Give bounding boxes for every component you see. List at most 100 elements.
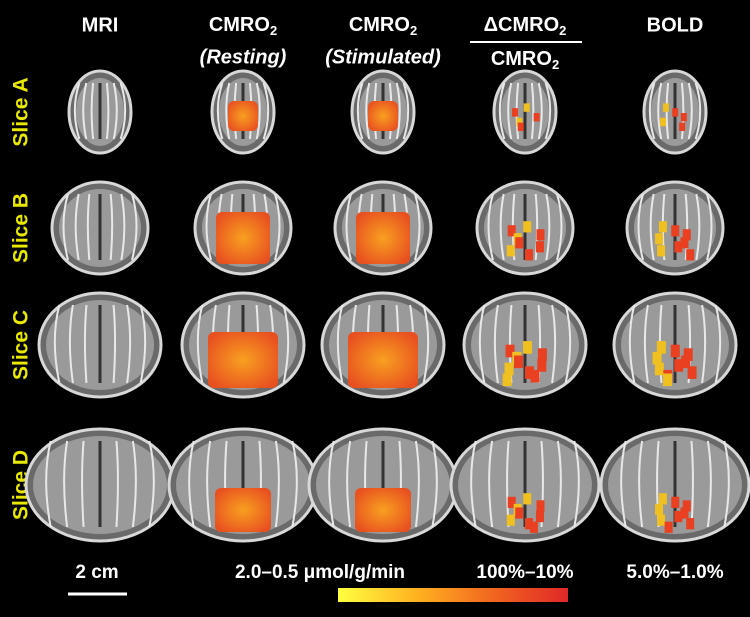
sulcus (74, 193, 80, 261)
sulcus (414, 440, 420, 528)
row-label: Slice C (10, 310, 33, 380)
sulcus (131, 440, 137, 528)
subscript: 2 (552, 57, 559, 72)
activation (228, 101, 258, 131)
activation-patch (524, 366, 534, 379)
sulcus (395, 82, 401, 140)
sulcus (478, 304, 486, 384)
activation-patch (664, 521, 673, 533)
sulcus (507, 82, 513, 140)
activation (368, 101, 398, 131)
activation-patch (516, 117, 523, 127)
activation-patch (523, 221, 532, 233)
subscript: 2 (559, 23, 566, 38)
sulcus (81, 440, 85, 528)
activation-patch (515, 507, 524, 519)
sulcus (657, 82, 663, 140)
sulcus (63, 440, 69, 528)
heading-text: CMRO (209, 14, 270, 36)
activation-patch (662, 103, 669, 112)
column-heading: MRI (82, 14, 119, 36)
activation-patch (529, 521, 538, 533)
sulcus (53, 304, 61, 384)
activation-patch (506, 245, 515, 257)
sulcus (282, 304, 290, 384)
sulcus (714, 304, 722, 384)
sulcus (131, 193, 138, 261)
sulcus (196, 304, 204, 384)
sulcus (701, 304, 707, 384)
sulcus (470, 440, 477, 528)
activation-patch (682, 229, 691, 241)
sulcus (115, 440, 119, 528)
sulcus (690, 440, 694, 528)
activation-patch (679, 122, 686, 131)
sulcus (687, 82, 693, 140)
activation-patch (674, 510, 683, 523)
activation-patch (660, 117, 667, 127)
sulcus (414, 193, 421, 261)
activation-patch (537, 359, 547, 372)
sulcus (680, 82, 685, 140)
sulcus (148, 440, 155, 528)
sulcus (488, 440, 494, 528)
sulcus (564, 304, 572, 384)
column-heading: CMRO2 (349, 14, 417, 38)
sulcus (544, 82, 552, 140)
activation-patch (686, 518, 695, 530)
sulcus (73, 82, 81, 140)
activation-patch (524, 518, 533, 530)
sulcus (225, 82, 231, 140)
activation-patch (657, 514, 666, 526)
sulcus (62, 193, 69, 261)
sulcus (643, 304, 649, 384)
activation-patch (505, 344, 515, 358)
sulcus (422, 304, 430, 384)
column-note: (Resting) (200, 46, 287, 68)
sulcus (534, 193, 539, 261)
sulcus (694, 82, 702, 140)
activation-patch (657, 245, 666, 257)
sulcus (82, 82, 88, 140)
activation-patch (514, 355, 524, 369)
activation-patch (680, 507, 689, 519)
column-heading: ΔCMRO2 (484, 14, 567, 38)
sulcus (545, 193, 551, 261)
color-bar (338, 588, 568, 602)
activation-patch (652, 351, 662, 365)
activation-patch (536, 500, 545, 512)
sulcus (328, 440, 335, 528)
sulcus (206, 440, 212, 528)
sulcus (262, 82, 270, 140)
heading-text: ΔCMRO (484, 14, 559, 36)
sulcus (556, 440, 562, 528)
sulcus (126, 304, 132, 384)
range-label: 2.0–0.5 μmol/g/min (235, 562, 405, 583)
sulcus (83, 304, 88, 384)
sulcus (45, 440, 52, 528)
sulcus (346, 440, 352, 528)
activation (216, 212, 270, 264)
activation-patch (681, 355, 691, 369)
sulcus (706, 440, 712, 528)
sulcus (637, 193, 644, 261)
activation-patch (674, 241, 683, 253)
sulcus (695, 193, 701, 261)
sulcus (120, 193, 126, 261)
sulcus (291, 440, 298, 528)
sulcus (90, 82, 95, 140)
sulcus (487, 193, 494, 261)
sulcus (706, 193, 713, 261)
activation-patch (686, 249, 695, 261)
activation-patch (687, 366, 697, 379)
sulcus (255, 82, 261, 140)
activation-patch (535, 510, 544, 523)
activation-patch (523, 493, 532, 505)
sulcus (105, 82, 110, 140)
activation (355, 488, 411, 532)
activation (215, 488, 271, 532)
activation-patch (682, 500, 691, 512)
activation-patch (507, 496, 516, 508)
sulcus (620, 440, 627, 528)
activation-patch (530, 369, 540, 383)
